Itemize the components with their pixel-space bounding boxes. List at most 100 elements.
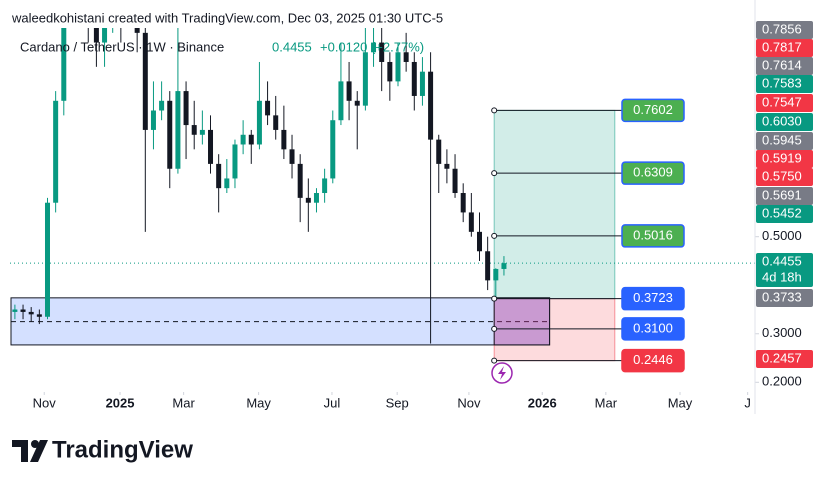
logo — [12, 440, 48, 462]
price-label: 0.4455 — [762, 253, 802, 268]
price-label-bg — [756, 168, 813, 186]
symbol: Cardano / TetherUS · 1W · Binance — [20, 39, 224, 54]
level-box — [621, 98, 685, 123]
price-label: 0.3733 — [762, 289, 802, 304]
candle-body — [159, 100, 165, 111]
price-label-bg — [756, 350, 813, 368]
candle-body — [281, 129, 287, 150]
price-label: 0.7547 — [762, 94, 802, 109]
candle-body — [265, 100, 271, 116]
candle-body — [256, 100, 262, 145]
x-tick-label: May — [246, 395, 271, 410]
candle-body — [411, 61, 417, 96]
candle-body — [150, 110, 156, 130]
alert-icon-bolt — [498, 366, 506, 380]
candle-body — [330, 120, 336, 179]
candle-body — [297, 163, 303, 198]
price-label: 0.5919 — [762, 150, 802, 165]
level-handle — [491, 325, 498, 332]
y-tick-label: 0.5000 — [762, 228, 802, 243]
candle-body — [289, 149, 295, 164]
y-tick-label: 0.3000 — [762, 325, 802, 340]
price-label: 0.6030 — [762, 113, 802, 128]
level-label: 0.3723 — [633, 290, 673, 305]
candle-body — [387, 61, 393, 82]
candle-body — [476, 231, 482, 252]
candle-body — [395, 52, 401, 82]
candle-body — [273, 115, 279, 130]
candle-body — [142, 32, 148, 130]
brand: TradingView — [52, 436, 193, 463]
candle-body — [232, 144, 238, 179]
candle-body — [428, 71, 434, 140]
candle-body — [93, 28, 99, 43]
candle-body — [403, 52, 409, 62]
candle-body — [501, 263, 507, 269]
level-handle — [491, 232, 498, 239]
x-tick-label: Mar — [172, 395, 195, 410]
candle-body — [61, 28, 67, 101]
candle-body — [20, 309, 26, 312]
candle-body — [240, 134, 246, 145]
candle-body — [346, 81, 352, 101]
price-label-bg — [756, 39, 813, 57]
candle-body — [452, 168, 458, 194]
candle-body — [199, 129, 205, 135]
price-label-bg — [756, 187, 813, 205]
x-tick-label: Nov — [457, 395, 481, 410]
level-box — [621, 348, 685, 373]
level-handle — [491, 170, 498, 177]
candle-body — [167, 100, 173, 169]
level-label: 0.5016 — [633, 227, 673, 242]
attribution: waleedkohistani created with TradingView… — [11, 10, 443, 25]
candle-body — [208, 129, 214, 164]
level-label: 0.3100 — [633, 320, 673, 335]
level-box — [621, 161, 685, 185]
candle-body — [354, 100, 360, 106]
x-tick-label: Nov — [33, 395, 57, 410]
candle-body — [379, 42, 385, 62]
x-tick-label: 2026 — [528, 395, 557, 410]
level-box — [621, 286, 685, 311]
level-label: 0.6309 — [633, 165, 673, 180]
x-tick-label: Jul — [324, 395, 341, 410]
candle-body — [224, 178, 230, 189]
price-label: 0.7614 — [762, 57, 802, 72]
candle-body — [485, 251, 491, 281]
price-label: 0.7583 — [762, 75, 802, 90]
candle-body — [36, 314, 42, 317]
candle-body — [493, 268, 499, 281]
candle-body — [28, 311, 34, 315]
candle-body — [371, 42, 377, 53]
level-label: 0.2446 — [633, 352, 673, 367]
level-box — [621, 317, 685, 341]
candle-body — [305, 197, 311, 203]
level-handle — [491, 107, 498, 114]
level-handle — [491, 295, 498, 302]
candle-body — [134, 28, 140, 33]
candle-body — [436, 139, 442, 164]
x-tick-label: 2025 — [106, 395, 135, 410]
x-tick-label: J — [744, 395, 751, 410]
profit-zone — [493, 109, 616, 300]
price-label: 0.7856 — [762, 21, 802, 36]
price-label-bg — [756, 94, 813, 112]
price-label: 0.5945 — [762, 132, 802, 147]
candle-body — [44, 202, 50, 317]
level-handle — [491, 357, 498, 364]
candle-body — [313, 193, 319, 203]
last-price: 0.4455 — [272, 39, 312, 54]
price-label: 0.5691 — [762, 187, 802, 202]
change: +0.0120 (+2.77%) — [320, 39, 424, 54]
price-label-bg — [756, 132, 813, 150]
candle-body — [191, 125, 197, 135]
candle-body — [53, 100, 59, 203]
support-zone — [10, 297, 551, 346]
price-label-bg — [756, 75, 813, 93]
x-tick-label: May — [668, 395, 693, 410]
price-label-bg — [756, 150, 813, 168]
candle-body — [216, 163, 222, 189]
price-label: 0.5750 — [762, 168, 802, 183]
price-label-bg — [756, 205, 813, 223]
